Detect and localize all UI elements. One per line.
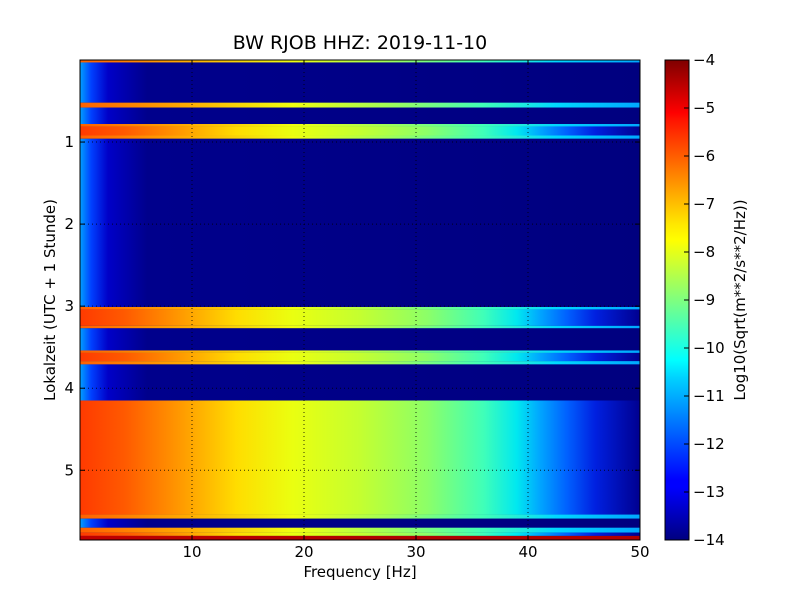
y-axis-ticks: 1 2 3 4 5 <box>64 133 640 479</box>
heatmap-band-loud <box>80 126 640 136</box>
colorbar-tick-label: −5 <box>693 99 715 117</box>
plot-area: 10 20 30 40 50 1 2 3 4 5 <box>64 59 650 561</box>
y-tick-label: 3 <box>64 297 74 315</box>
colorbar-tick-label: −8 <box>693 243 715 261</box>
x-tick-label: 20 <box>294 543 313 561</box>
heatmap-band-edge <box>80 306 640 310</box>
heatmap-band-loud <box>80 309 640 326</box>
x-axis-label: Frequency [Hz] <box>303 563 416 581</box>
colorbar-tick-label: −12 <box>693 435 725 453</box>
colorbar: −4 −5 −6 −7 −8 −9 −10 −11 −12 −13 −14 Log10(Sqrt(m… <box>664 51 749 549</box>
heatmap-band-edge <box>80 102 640 108</box>
colorbar-tick-label: −7 <box>693 195 715 213</box>
plot-frame <box>79 59 641 541</box>
heatmap-band-quiet <box>80 107 640 124</box>
heatmap-bands <box>80 60 640 540</box>
heatmap-band-quiet <box>80 364 640 401</box>
colorbar-tick-label: −9 <box>693 291 715 309</box>
x-tick-label: 10 <box>182 543 201 561</box>
colorbar-tick-label: −4 <box>693 51 715 69</box>
y-tick-label: 2 <box>64 215 74 233</box>
heatmap-band-quiet <box>80 518 640 528</box>
x-tick-label: 50 <box>630 543 649 561</box>
colorbar-tick-label: −14 <box>693 531 725 549</box>
heatmap-band-edge <box>80 325 640 329</box>
x-axis-ticks: 10 20 30 40 50 <box>182 60 650 561</box>
y-tick-label: 4 <box>64 379 74 397</box>
colorbar-tick-label: −10 <box>693 339 725 357</box>
chart-title: BW RJOB HHZ: 2019-11-10 <box>233 32 487 54</box>
y-tick-label: 5 <box>64 461 74 479</box>
heatmap-band-edge <box>80 135 640 139</box>
heatmap-band-edge <box>80 361 640 365</box>
y-axis-label: Lokalzeit (UTC + 1 Stunde) <box>41 199 59 401</box>
heatmap-band-edge <box>80 350 640 353</box>
x-tick-label: 30 <box>406 543 425 561</box>
heatmap-band-edge <box>80 527 640 533</box>
colorbar-ticks: −4 −5 −6 −7 −8 −9 −10 −11 −12 −13 −14 <box>684 51 725 549</box>
heatmap-band-loud <box>80 352 640 362</box>
heatmap-band-edge <box>80 124 640 127</box>
colorbar-tick-label: −13 <box>693 483 725 501</box>
heatmap-band-quiet <box>80 62 640 103</box>
heatmap-band-quiet <box>80 328 640 351</box>
colorbar-tick-label: −11 <box>693 387 725 405</box>
heatmap-band-loud <box>80 400 640 515</box>
y-tick-label: 1 <box>64 133 74 151</box>
colorbar-label: Log10(Sqrt(m**2/s**2/Hz)) <box>731 199 749 400</box>
x-tick-label: 40 <box>518 543 537 561</box>
heatmap-band-edge <box>80 514 640 519</box>
heatmap-band-edge <box>80 60 640 63</box>
heatmap-band-loud <box>80 532 640 536</box>
grid-lines <box>80 60 640 540</box>
heatmap-band-quiet <box>80 138 640 307</box>
heatmap-band-red <box>80 535 640 540</box>
colorbar-tick-label: −6 <box>693 147 715 165</box>
